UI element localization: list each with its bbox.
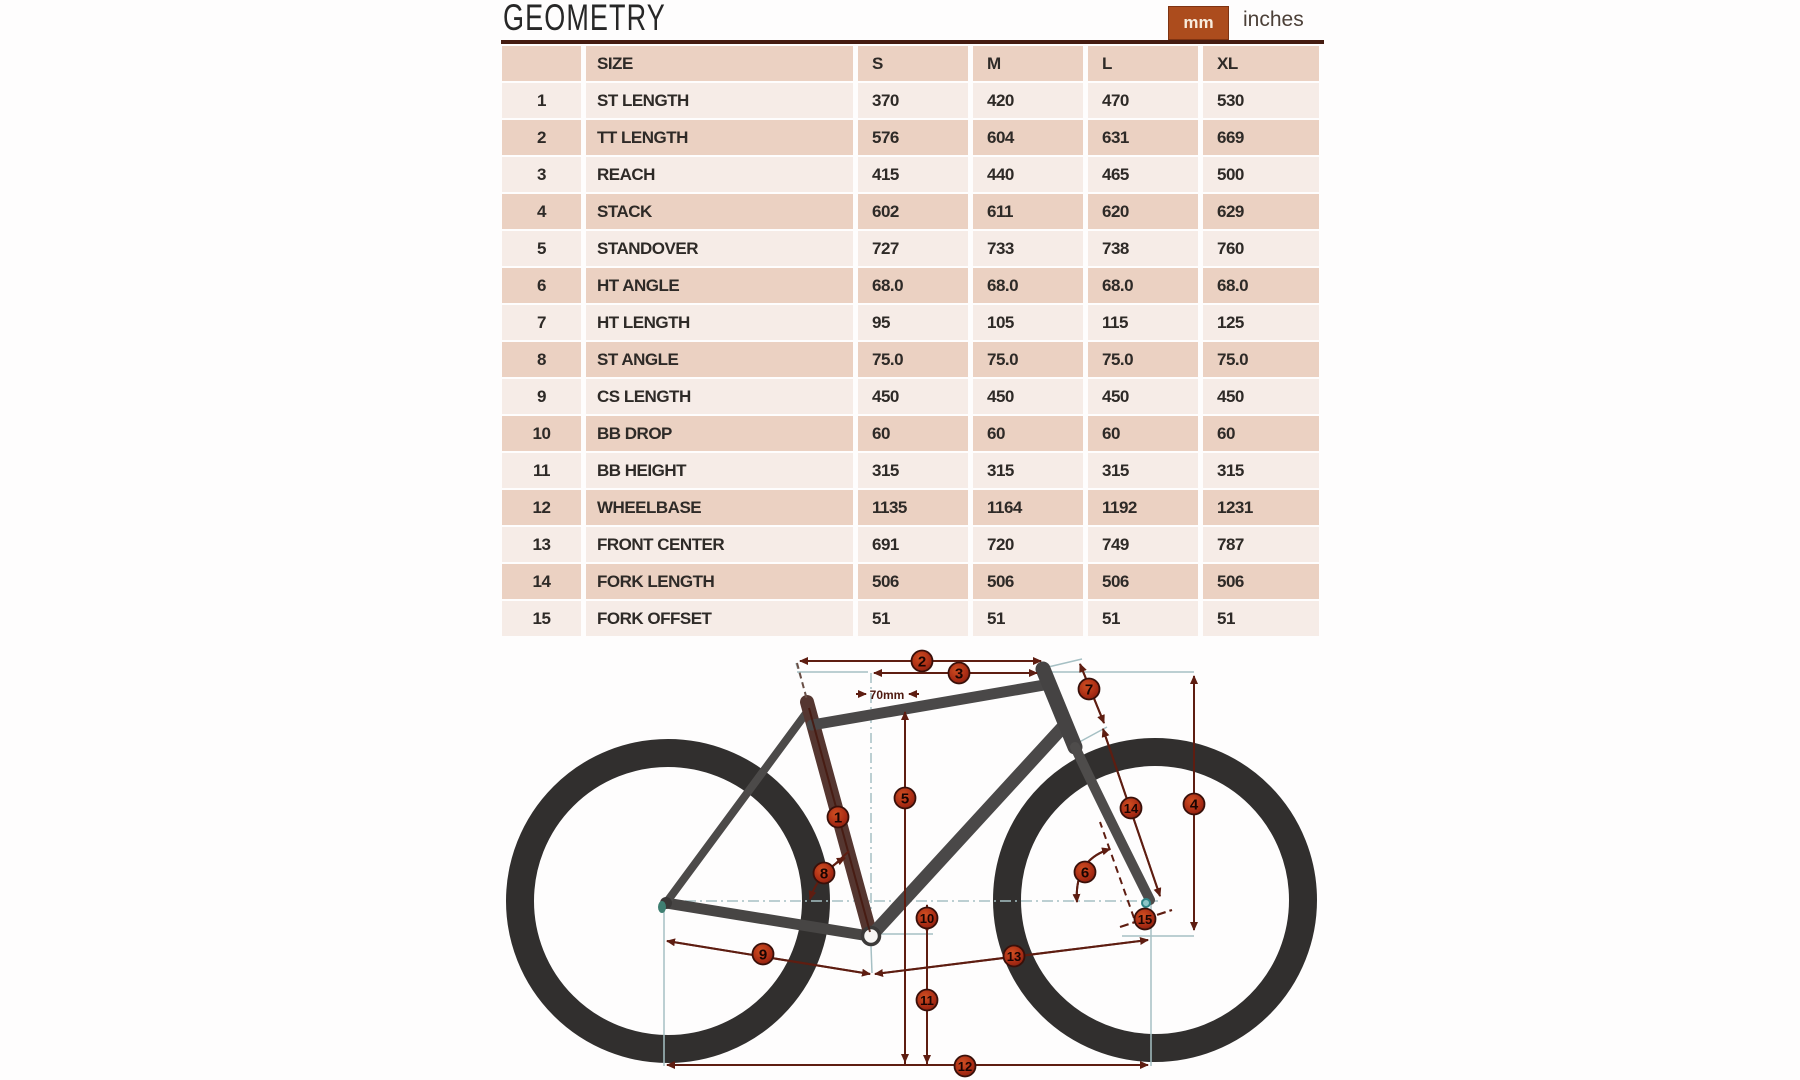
- svg-text:15: 15: [1138, 912, 1152, 927]
- svg-text:8: 8: [820, 866, 828, 883]
- svg-text:6: 6: [1081, 865, 1089, 882]
- svg-text:70mm: 70mm: [870, 688, 905, 702]
- svg-text:4: 4: [1190, 797, 1199, 814]
- svg-text:2: 2: [918, 654, 926, 671]
- svg-text:7: 7: [1085, 682, 1093, 699]
- svg-text:12: 12: [958, 1059, 972, 1074]
- svg-text:11: 11: [920, 993, 934, 1008]
- svg-text:9: 9: [759, 947, 767, 964]
- svg-text:13: 13: [1007, 949, 1021, 964]
- svg-text:3: 3: [955, 666, 963, 683]
- svg-text:5: 5: [901, 791, 909, 808]
- svg-text:1: 1: [834, 810, 842, 827]
- svg-text:14: 14: [1124, 801, 1139, 816]
- svg-text:10: 10: [920, 911, 934, 926]
